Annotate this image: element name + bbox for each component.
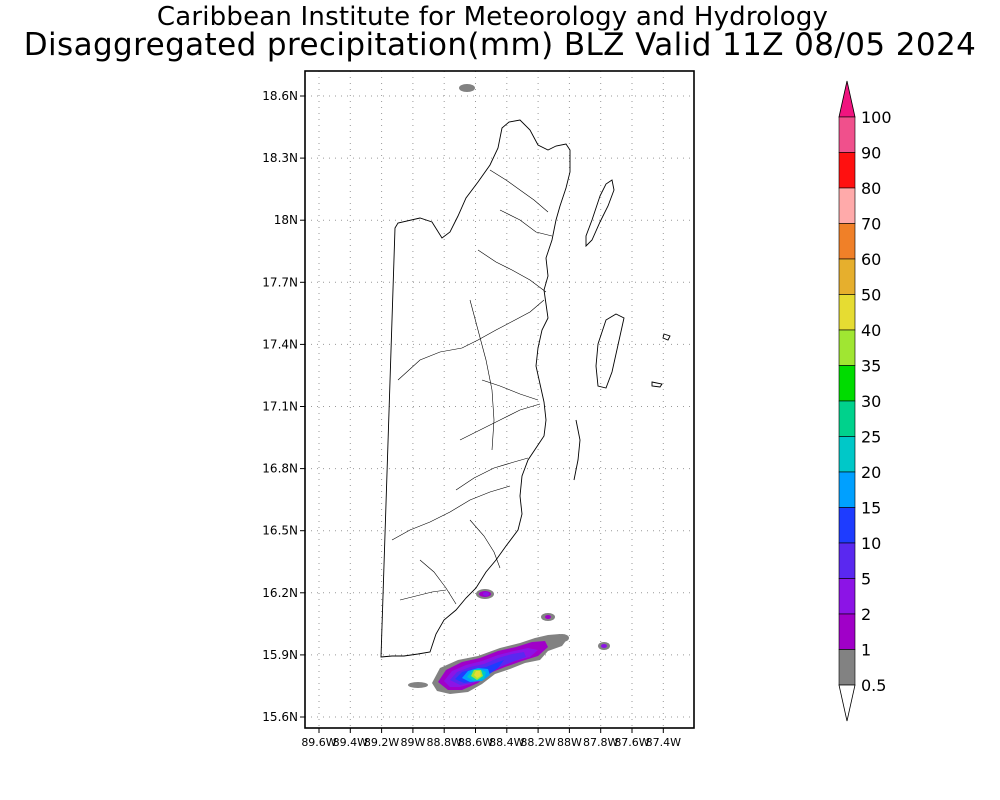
- turneffe-atoll: [595, 313, 625, 389]
- coastline: [380, 119, 671, 658]
- lon-tick-label: 88.6W: [458, 736, 493, 749]
- lon-tick-label: 89W: [400, 736, 425, 749]
- lon-tick-label: 88W: [557, 736, 582, 749]
- colorbar-segment: [838, 365, 856, 402]
- caye-small: [662, 333, 671, 341]
- precip-cell-gray: [459, 84, 475, 92]
- colorbar-segment: [838, 649, 856, 686]
- colorbar-segment: [838, 471, 856, 508]
- lon-tick-label: 87.8W: [583, 736, 618, 749]
- colorbar-segment: [838, 507, 856, 544]
- colorbar-label: 100: [861, 108, 892, 127]
- colorbar-segment: [838, 329, 856, 366]
- district-line: [399, 589, 447, 601]
- colorbar-label: 10: [861, 534, 881, 553]
- colorbar-segment: [838, 400, 856, 437]
- district-line: [391, 485, 511, 541]
- caye-small: [573, 419, 581, 481]
- colorbar: 100 90 80 70 60 50 40 35 30 25 20 15 10 5 2 1 0.5: [838, 80, 892, 722]
- lat-tick-label: 16.2N: [262, 586, 298, 600]
- lon-tick-label: 88.4W: [489, 736, 524, 749]
- lat-tick-label: 15.6N: [262, 710, 298, 724]
- district-line: [469, 519, 501, 569]
- lat-tick-label: 17.1N: [262, 400, 298, 414]
- caye-ambergris: [585, 179, 615, 248]
- colorbar-top-arrow: [838, 80, 856, 118]
- colorbar-label: 40: [861, 321, 881, 340]
- colorbar-label: 2: [861, 605, 871, 624]
- district-line: [419, 559, 457, 605]
- precip-cell-gray: [408, 682, 428, 688]
- colorbar-segment: [838, 187, 856, 224]
- map-title: Caribbean Institute for Meteorology and …: [156, 2, 829, 32]
- precip-cell-gray: [555, 634, 569, 642]
- colorbar-segment: [838, 258, 856, 295]
- lat-tick-label: 15.9N: [262, 648, 298, 662]
- precip-cell-violet: [601, 644, 607, 648]
- colorbar-segment: [838, 152, 856, 189]
- lon-tick-label: 89.6W: [301, 736, 336, 749]
- lat-tick-label: 17.4N: [262, 337, 298, 351]
- colorbar-bottom-arrow: [838, 684, 856, 722]
- district-line: [489, 169, 549, 213]
- colorbar-label: 5: [861, 570, 871, 589]
- latitude-labels: 18.6N 18.3N 18N 17.7N 17.4N 17.1N 16.8N 16.5N 16…: [262, 89, 305, 724]
- colorbar-label: 30: [861, 392, 881, 411]
- map-subtitle: Disaggregated precipitation(mm) BLZ Vali…: [23, 27, 977, 63]
- lon-tick-label: 87.4W: [646, 736, 681, 749]
- colorbar-label: 80: [861, 179, 881, 198]
- district-line: [499, 209, 553, 237]
- colorbar-label: 1: [861, 641, 871, 660]
- colorbar-segment: [838, 223, 856, 260]
- district-line: [477, 249, 547, 293]
- colorbar-segment: [838, 542, 856, 579]
- district-line: [455, 457, 529, 491]
- precip-area-yellow: [474, 671, 481, 678]
- colorbar-segment: [838, 578, 856, 615]
- colorbar-label: 25: [861, 428, 881, 447]
- colorbar-label: 90: [861, 144, 881, 163]
- map-grid: [305, 71, 694, 728]
- lat-tick-label: 17.7N: [262, 275, 298, 289]
- colorbar-label: 20: [861, 463, 881, 482]
- lat-tick-label: 16.5N: [262, 524, 298, 538]
- country-border: [380, 119, 571, 658]
- district-line: [397, 299, 545, 381]
- lon-tick-label: 89.4W: [333, 736, 368, 749]
- map-frame: [304, 70, 695, 729]
- colorbar-label: 15: [861, 499, 881, 518]
- caye-small: [651, 381, 663, 388]
- colorbar-label: 35: [861, 357, 881, 376]
- district-line: [469, 299, 495, 451]
- colorbar-segment: [838, 294, 856, 331]
- colorbar-segment: [838, 116, 856, 153]
- district-line: [459, 403, 541, 441]
- lat-tick-label: 18.6N: [262, 89, 298, 103]
- precip-cell-purple: [545, 615, 551, 619]
- precip-cell-violet: [483, 592, 489, 596]
- lat-tick-label: 16.8N: [262, 462, 298, 476]
- district-line: [481, 379, 539, 401]
- precipitation-field: [408, 84, 610, 694]
- lat-tick-label: 18N: [274, 213, 298, 227]
- lon-tick-label: 89.2W: [364, 736, 399, 749]
- colorbar-segment: [838, 436, 856, 473]
- colorbar-label: 70: [861, 215, 881, 234]
- lon-tick-label: 88.2W: [520, 736, 555, 749]
- colorbar-segment: [838, 613, 856, 650]
- colorbar-label: 60: [861, 250, 881, 269]
- lon-tick-label: 88.8W: [427, 736, 462, 749]
- colorbar-label: 0.5: [861, 676, 886, 695]
- lat-tick-label: 18.3N: [262, 151, 298, 165]
- colorbar-label: 50: [861, 286, 881, 305]
- lon-tick-label: 87.6W: [614, 736, 649, 749]
